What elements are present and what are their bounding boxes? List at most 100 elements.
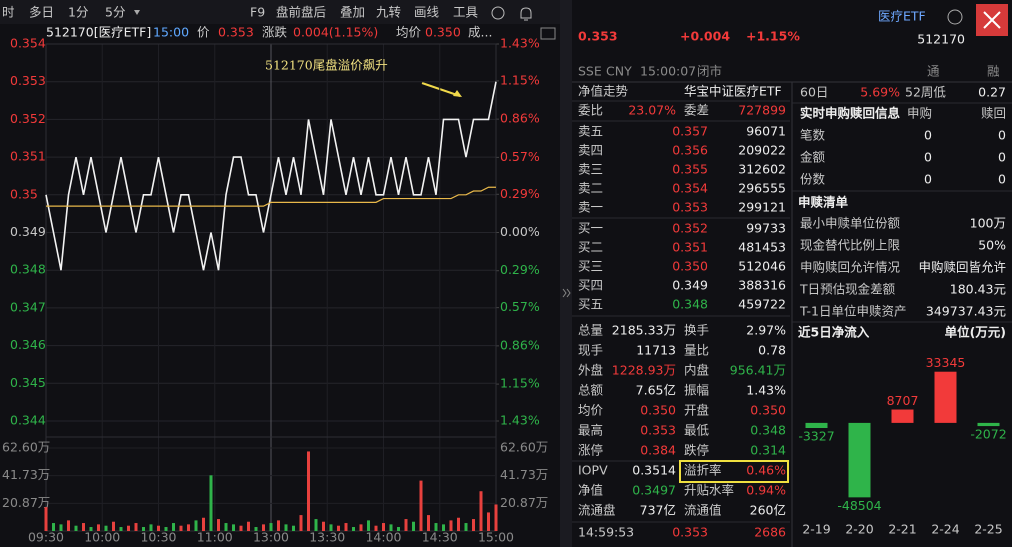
volume-bar bbox=[374, 525, 378, 531]
volume-bar bbox=[217, 519, 220, 531]
toolbar-button[interactable]: 九转 bbox=[376, 5, 401, 20]
flow-bar bbox=[848, 422, 871, 498]
x-tick-label: 14:30 bbox=[422, 530, 458, 545]
meta: 15:00:07 bbox=[640, 64, 696, 79]
toolbar-button[interactable]: 盘前盘后 bbox=[276, 5, 326, 20]
level-volume: 481453 bbox=[738, 240, 786, 255]
row-value: 申购赎回皆允许 bbox=[918, 260, 1006, 275]
level-label: 买二 bbox=[578, 240, 603, 255]
avg-line bbox=[46, 186, 496, 207]
volume-bar bbox=[472, 519, 475, 531]
level-price: 0.348 bbox=[672, 297, 708, 312]
toolbar-button[interactable]: 工具 bbox=[453, 5, 479, 20]
meta: SSE bbox=[578, 64, 602, 79]
avg-price: 0.350 bbox=[425, 25, 461, 40]
volume-bar bbox=[367, 520, 370, 531]
stat-label: 流通盘 bbox=[578, 503, 616, 518]
x-tick-label: 2-24 bbox=[931, 522, 959, 537]
y2-tick-label: 0.86% bbox=[500, 111, 540, 126]
stat-value: 0.78 bbox=[758, 343, 786, 358]
volume-bar bbox=[464, 523, 468, 531]
toolbar-bg bbox=[0, 0, 560, 24]
divider[interactable] bbox=[560, 0, 572, 547]
volume-bar bbox=[247, 521, 250, 531]
row-label: 份数 bbox=[800, 172, 826, 187]
data-label: -3327 bbox=[798, 429, 834, 444]
volume-bar bbox=[382, 523, 385, 531]
toolbar-button[interactable]: 时 bbox=[2, 5, 15, 20]
wp-icon[interactable] bbox=[540, 27, 556, 40]
label: 委比 bbox=[578, 103, 603, 118]
y-tick-label: 0.353 bbox=[10, 73, 46, 88]
x-tick-label: 09:30 bbox=[28, 530, 64, 545]
level-volume: 299121 bbox=[738, 200, 786, 215]
volume-bar bbox=[442, 524, 445, 531]
stat-label: 内盘 bbox=[684, 363, 709, 378]
tab: 净值走势 bbox=[578, 84, 629, 99]
toolbar-button[interactable]: F9 bbox=[250, 5, 265, 20]
label: 60日 bbox=[800, 85, 828, 100]
y2-tick-label: 0.29% bbox=[500, 186, 540, 201]
level-volume: 312602 bbox=[738, 162, 786, 177]
level-volume: 388316 bbox=[738, 278, 786, 293]
settings-icon[interactable] bbox=[491, 6, 505, 20]
level-label: 买一 bbox=[578, 221, 603, 236]
time: 15:00 bbox=[153, 25, 189, 40]
volume-bar bbox=[479, 491, 483, 531]
flow-bar bbox=[934, 371, 957, 423]
stat-value: 0.350 bbox=[750, 403, 786, 418]
chart-title: 512170[医疗ETF] bbox=[46, 25, 151, 40]
toolbar-button[interactable]: 多日 bbox=[29, 5, 54, 20]
level-volume: 209022 bbox=[738, 143, 786, 158]
stat-label: 涨停 bbox=[578, 443, 603, 458]
bell-icon[interactable] bbox=[520, 7, 532, 21]
row-value: 50% bbox=[978, 238, 1006, 253]
change-pct: +1.15% bbox=[746, 29, 800, 44]
level-volume: 99733 bbox=[746, 221, 786, 236]
stat-label: 最低 bbox=[684, 423, 710, 438]
volume-bar bbox=[344, 523, 348, 531]
row-value: 0 bbox=[924, 172, 932, 187]
row-label: 金额 bbox=[800, 150, 826, 165]
info-icon[interactable] bbox=[947, 9, 963, 25]
trade-time: 14:59:53 bbox=[578, 525, 634, 540]
level-price: 0.352 bbox=[672, 221, 708, 236]
stat-value: 0.353 bbox=[640, 423, 676, 438]
stat-value: 7.65亿 bbox=[636, 383, 676, 398]
toolbar-button[interactable]: 叠加 bbox=[340, 5, 365, 20]
flag: 通 bbox=[927, 64, 940, 79]
level-price: 0.349 bbox=[672, 278, 708, 293]
label: 52周低 bbox=[905, 85, 946, 100]
toolbar-button[interactable]: 画线 bbox=[414, 5, 440, 20]
value: 0.27 bbox=[978, 85, 1006, 100]
volume-bar bbox=[164, 527, 168, 531]
toolbar-button[interactable]: 1分 bbox=[68, 5, 88, 20]
stat-label: 净值 bbox=[578, 483, 603, 498]
y-tick-label: 20.87万 bbox=[2, 495, 50, 510]
y2-tick-label: 1.43% bbox=[500, 413, 540, 428]
expand-icon[interactable] bbox=[562, 288, 571, 298]
row-value: 349737.43元 bbox=[926, 304, 1006, 319]
volume-bar bbox=[434, 523, 438, 531]
row-label: T-1日单位申赎资产 bbox=[799, 304, 906, 319]
row-label: 最小申赎单位份额 bbox=[800, 216, 901, 231]
volume-bar bbox=[202, 517, 205, 531]
data-label: -48504 bbox=[837, 498, 881, 513]
annotation-arrow bbox=[421, 82, 461, 97]
meta: 闭市 bbox=[697, 64, 722, 79]
y2-tick-label: 1.43% bbox=[500, 36, 540, 51]
volume-bar bbox=[412, 521, 415, 531]
level-label: 买四 bbox=[578, 278, 603, 293]
volume-bar bbox=[352, 527, 355, 531]
y-tick-label: 0.345 bbox=[10, 375, 46, 390]
volume-bar bbox=[314, 519, 318, 531]
volume-bar bbox=[97, 524, 100, 531]
x-tick-label: 10:00 bbox=[84, 530, 120, 545]
volume-bar bbox=[389, 524, 393, 531]
dropdown-icon[interactable] bbox=[134, 10, 140, 15]
toolbar-button[interactable]: 5分 bbox=[105, 5, 125, 20]
volume-bar bbox=[419, 480, 423, 531]
data-label: -2072 bbox=[970, 427, 1006, 442]
flag: 融 bbox=[987, 64, 1000, 79]
value: 23.07% bbox=[628, 103, 676, 118]
